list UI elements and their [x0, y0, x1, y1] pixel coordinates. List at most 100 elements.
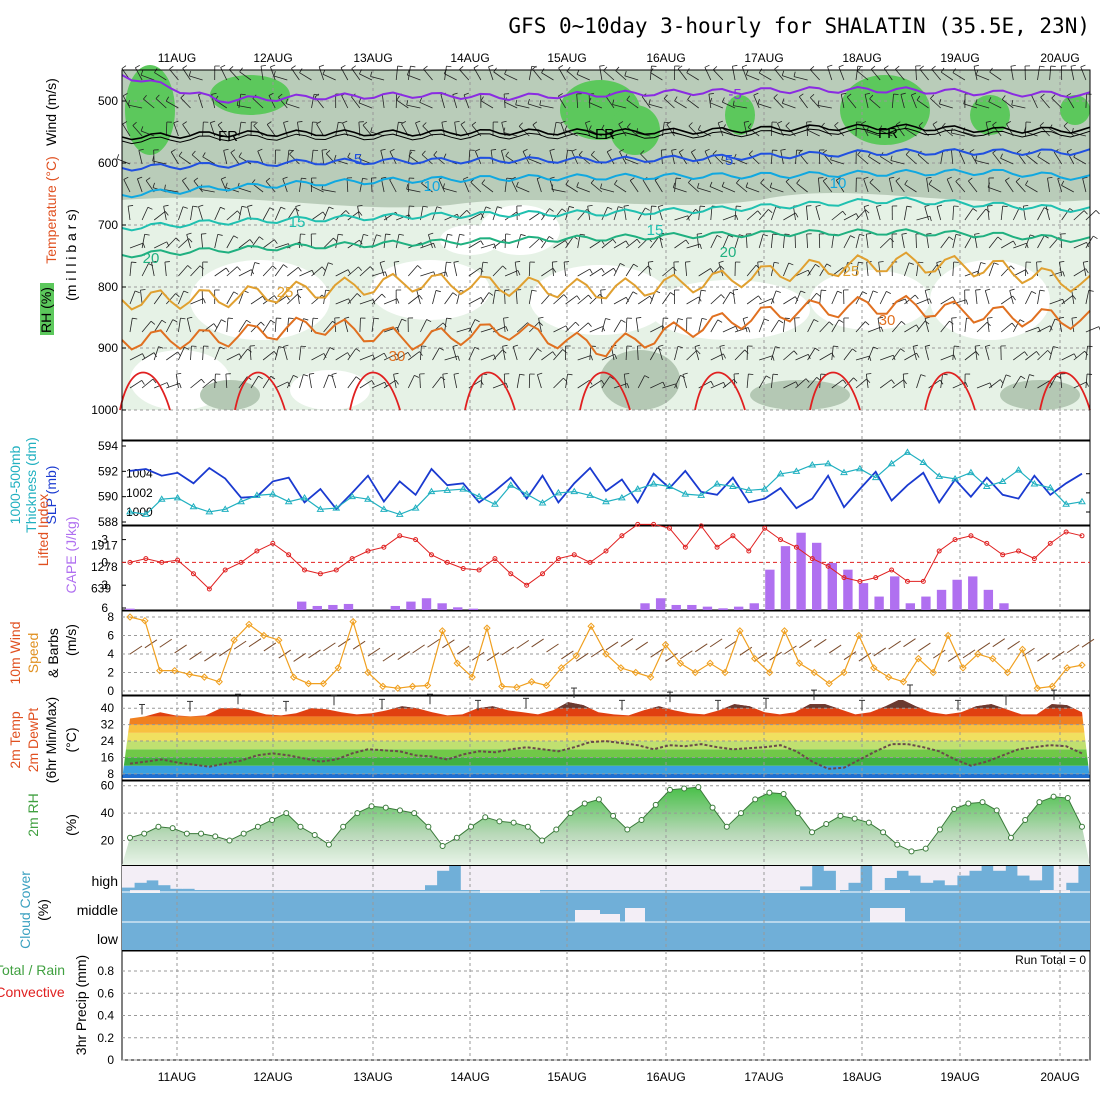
wind-barb [975, 290, 978, 305]
temp-band-top [122, 700, 1090, 709]
tick-label: 8 [107, 767, 114, 781]
wind10m-point [691, 668, 699, 677]
wind10m-barb [918, 642, 931, 652]
thickness-point [348, 492, 357, 500]
wind-barb-flag [889, 176, 895, 179]
wind-barb-flag [891, 379, 895, 384]
tick-label: 592 [98, 464, 118, 478]
wind-barb [432, 376, 442, 389]
li-point [984, 540, 990, 546]
thickness-point [697, 491, 706, 498]
li-point [524, 582, 530, 588]
wind10m-point [215, 678, 223, 686]
wind-barb [438, 179, 445, 193]
wind-barb [153, 292, 163, 305]
cape-bar [296, 601, 307, 610]
wind-barb-flag [895, 121, 901, 125]
wind-barb-flag [221, 176, 226, 180]
wind-barb [1013, 351, 1025, 361]
li-point [1000, 552, 1006, 558]
wind-barb-flag [712, 150, 717, 155]
wind-barb [601, 238, 614, 249]
isotherm-hot [1039, 371, 1091, 411]
wind-barb-flag [880, 326, 884, 332]
wind-barb [214, 346, 221, 361]
wind-barb [370, 76, 385, 81]
wind-barb-flag [863, 176, 869, 180]
tick-label: 500 [98, 94, 118, 108]
wind-barb [287, 294, 298, 305]
wind-barb-flag [138, 148, 144, 151]
wind-barb [916, 374, 922, 389]
wind-barb [697, 187, 711, 193]
wind-barb [900, 94, 905, 109]
wind-barb-flag [419, 97, 423, 103]
wind-barb [863, 178, 869, 193]
wind-barb-flag [736, 178, 740, 184]
wind-barb [335, 298, 349, 305]
li-point [1031, 556, 1037, 562]
wind-barb-flag [704, 148, 710, 152]
wind-barb [1063, 125, 1075, 137]
wind-barb [541, 236, 550, 249]
wind-barb [492, 349, 503, 361]
wind-barb [734, 206, 737, 221]
wind-barb-flag [677, 346, 683, 349]
cloud-row-label: high [92, 873, 118, 889]
wind-barb-flag [720, 265, 725, 270]
wind-barb [866, 262, 869, 277]
wind-barb [936, 262, 942, 277]
cloud-high-gap [775, 866, 788, 890]
wind-barb-flag [396, 353, 400, 359]
wind10m-point [661, 641, 670, 649]
cloud-high-gap [763, 866, 776, 890]
wind-barb-flag [381, 293, 386, 298]
wind-barb-flag [1020, 375, 1026, 380]
cloud-high-gap [472, 866, 486, 890]
wind-barb-flag [1083, 260, 1089, 263]
wind-barb-flag [236, 100, 239, 106]
wind-barb-flag [618, 206, 624, 209]
isotherm-hot [579, 371, 631, 411]
wind-barb [393, 262, 397, 277]
wind-barb-flag [182, 177, 187, 181]
wind-barb [793, 206, 796, 221]
wind-barb-flag [625, 240, 629, 246]
wind-barb [395, 122, 399, 137]
wind-barb [1000, 322, 1013, 333]
wind-barb [964, 318, 967, 333]
li-point [746, 548, 752, 554]
thickness-point [221, 505, 230, 512]
wind-barb-flag [560, 120, 566, 124]
cape-bar [765, 569, 775, 610]
wind-barb-flag [362, 177, 368, 180]
wind-barb [984, 290, 990, 305]
wind10m-barb [1007, 640, 1020, 650]
tick-label: 3 [101, 578, 108, 592]
li-point [1079, 533, 1085, 539]
cape-bar [983, 589, 994, 610]
wind10m-barb [799, 639, 812, 649]
wind-barb [642, 179, 651, 193]
wind-barb-flag [265, 177, 271, 182]
wind-barb-flag [926, 177, 932, 179]
wind-barb [895, 69, 905, 81]
wind-barb [795, 290, 802, 305]
wind-barb [819, 321, 830, 333]
wind-barb-flag [895, 177, 901, 182]
wind-barb-flag [774, 65, 779, 70]
wind-barb-flag [704, 64, 710, 68]
wind-barb [408, 351, 420, 361]
isotherm-30 [121, 294, 1091, 358]
wind-barb [347, 376, 357, 389]
wind-barb-flag [453, 260, 459, 263]
cape-bar [890, 576, 900, 610]
wind-barb-flag [914, 294, 919, 300]
wind-barb-flag [358, 153, 362, 159]
wind-barb [335, 269, 349, 277]
ylabel-temp: 2m Temp [7, 711, 23, 769]
wind-barb-flag [826, 263, 832, 267]
date-label-top: 18AUG [842, 51, 881, 65]
wind-barb [262, 239, 275, 249]
wind-barb [1082, 262, 1087, 277]
